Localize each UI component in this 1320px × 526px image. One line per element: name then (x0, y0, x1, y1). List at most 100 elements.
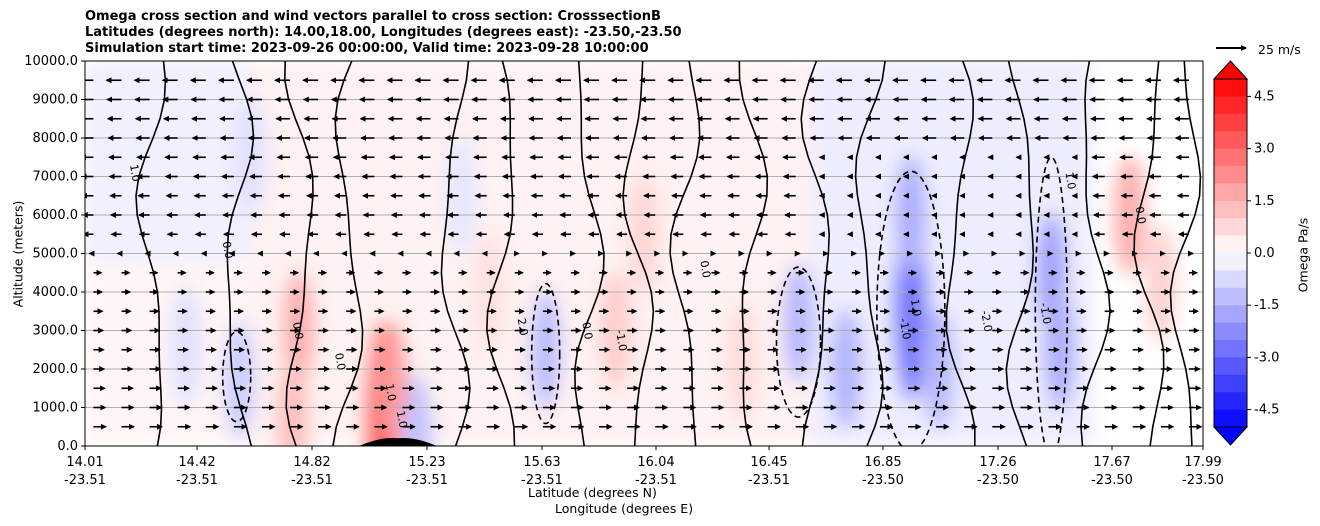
x-tick-label-lat: 17.67 (1093, 455, 1130, 470)
omega-cell (170, 285, 203, 406)
y-tick-label: 10000.0 (24, 54, 78, 69)
colorbar: 4.5 3.0 1.5 0.0 -1.5 -3.0 -4.5 (1212, 60, 1279, 446)
contour-line (226, 61, 255, 446)
colorbar-segment (1214, 340, 1247, 358)
x-tick-label-lon: -23.51 (176, 473, 218, 488)
y-axis: 0.0 1000.0 2000.0 3000.0 4000.0 5000.0 6000.0 7… (24, 54, 85, 454)
contour-line (485, 61, 516, 446)
title-line-2: Latitudes (degrees north): 14.00,18.00, … (85, 25, 682, 40)
y-tick-label: 8000.0 (33, 131, 79, 146)
colorbar-tick-label: -3.0 (1254, 350, 1279, 365)
contour-label: 1.0 (394, 410, 410, 429)
colorbar-segment (1214, 287, 1247, 306)
x-axis: 14.01 -23.51 14.42 -23.51 14.82 -23.51 15.23 -2… (64, 446, 1224, 488)
colorbar-segment (1214, 200, 1247, 219)
colorbar-tick-label: 0.0 (1254, 246, 1275, 261)
contour-label: 2.0 (515, 317, 531, 336)
omega-cell (628, 174, 660, 295)
contour-label: -1.0 (1037, 302, 1054, 325)
x-tick-label-lat: 14.82 (293, 455, 330, 470)
colorbar-segment (1214, 183, 1247, 202)
contour-line (622, 61, 655, 446)
colorbar-segment (1214, 374, 1247, 393)
colorbar-segment (1214, 357, 1247, 376)
colorbar-segment (1214, 235, 1247, 254)
x-tick-label-lat: 17.26 (979, 455, 1016, 470)
y-tick-label: 4000.0 (33, 285, 79, 300)
colorbar-segment (1214, 96, 1247, 115)
colorbar-segment (1214, 305, 1247, 324)
contour-label: 0.0 (1133, 206, 1149, 225)
y-tick-label: 7000.0 (33, 170, 79, 185)
contour-line (854, 61, 886, 446)
x-axis-label-latitude: Latitude (degrees N) (528, 485, 657, 500)
x-axis-label-longitude: Longitude (degrees E) (555, 501, 694, 516)
x-tick-label-lon: -23.51 (64, 473, 106, 488)
colorbar-label: Omega Pa/s (1295, 217, 1311, 293)
colorbar-segment (1214, 322, 1247, 341)
x-tick-label-lat: 16.04 (637, 455, 674, 470)
x-tick-label-lat: 14.42 (178, 455, 215, 470)
contour-label: -1.0 (897, 317, 914, 340)
contour-line (283, 61, 314, 446)
x-tick-label-lat: 16.45 (750, 455, 787, 470)
colorbar-extend-bottom (1212, 426, 1249, 446)
omega-cell (1144, 224, 1177, 345)
contour-line-negative (775, 266, 822, 418)
contour-label: 0.0 (697, 259, 713, 278)
y-tick-label: 3000.0 (33, 324, 79, 339)
y-tick-label: 1000.0 (33, 401, 79, 416)
colorbar-segment (1214, 148, 1247, 167)
y-tick-label: 0.0 (57, 439, 78, 454)
colorbar-segment (1214, 113, 1247, 132)
colorbar-tick-label: 1.5 (1254, 194, 1275, 209)
x-tick-label-lon: -23.50 (1091, 473, 1133, 488)
omega-cell (726, 301, 759, 422)
x-tick-label-lon: -23.51 (635, 473, 677, 488)
contour-label: 0.0 (332, 352, 348, 371)
contour-line (332, 61, 364, 446)
colorbar-segment (1214, 131, 1247, 150)
x-tick-label-lon: -23.50 (862, 473, 904, 488)
terrain-layer (358, 437, 437, 446)
chart-title: Omega cross section and wind vectors par… (85, 9, 682, 57)
x-tick-label-lon: -23.51 (521, 473, 563, 488)
contour-layer: 1.00.00.00.01.01.02.0 0.0 -1.01.0-1.0 -2.0-… (127, 61, 1202, 446)
x-tick-label-lon: -23.51 (291, 473, 333, 488)
x-tick-label-lon: -23.51 (748, 473, 790, 488)
contour-label: 0.0 (579, 321, 595, 340)
contour-line (1005, 61, 1035, 446)
contour-line (440, 61, 471, 446)
contour-line (1169, 61, 1202, 446)
colorbar-extend-top (1212, 60, 1249, 80)
colorbar-segment (1214, 166, 1247, 184)
x-tick-label-lat: 15.63 (523, 455, 560, 470)
omega-cell (400, 374, 433, 446)
colorbar-tick-label: 3.0 (1254, 142, 1275, 157)
contour-label: -2.0 (978, 310, 995, 333)
colorbar-segment (1214, 253, 1247, 271)
y-axis-label: Altitude (meters) (10, 200, 26, 308)
contour-label: 1.0 (908, 298, 924, 317)
colorbar-segment (1214, 409, 1247, 428)
y-tick-label: 6000.0 (33, 208, 79, 223)
y-tick-label: 5000.0 (33, 247, 79, 262)
wind-vector-layer (85, 77, 1203, 430)
colorbar-tick-label: 4.5 (1254, 89, 1275, 104)
x-tick-label-lat: 17.99 (1184, 455, 1221, 470)
colorbar-segment (1214, 79, 1247, 97)
terrain (358, 437, 437, 446)
x-tick-label-lon: -23.51 (406, 473, 448, 488)
title-line-1: Omega cross section and wind vectors par… (85, 9, 661, 24)
contour-line-negative (530, 282, 561, 425)
colorbar-tick-label: -4.5 (1254, 403, 1279, 418)
omega-cell (782, 262, 815, 383)
contour-line (669, 61, 701, 446)
quiver-key-label: 25 m/s (1258, 42, 1301, 57)
colorbar-segment (1214, 392, 1247, 411)
colorbar-segment (1214, 218, 1247, 237)
omega-cell (445, 135, 478, 256)
title-line-3: Simulation start time: 2023-09-26 00:00:… (85, 41, 649, 56)
contour-line-negative (1034, 156, 1069, 446)
